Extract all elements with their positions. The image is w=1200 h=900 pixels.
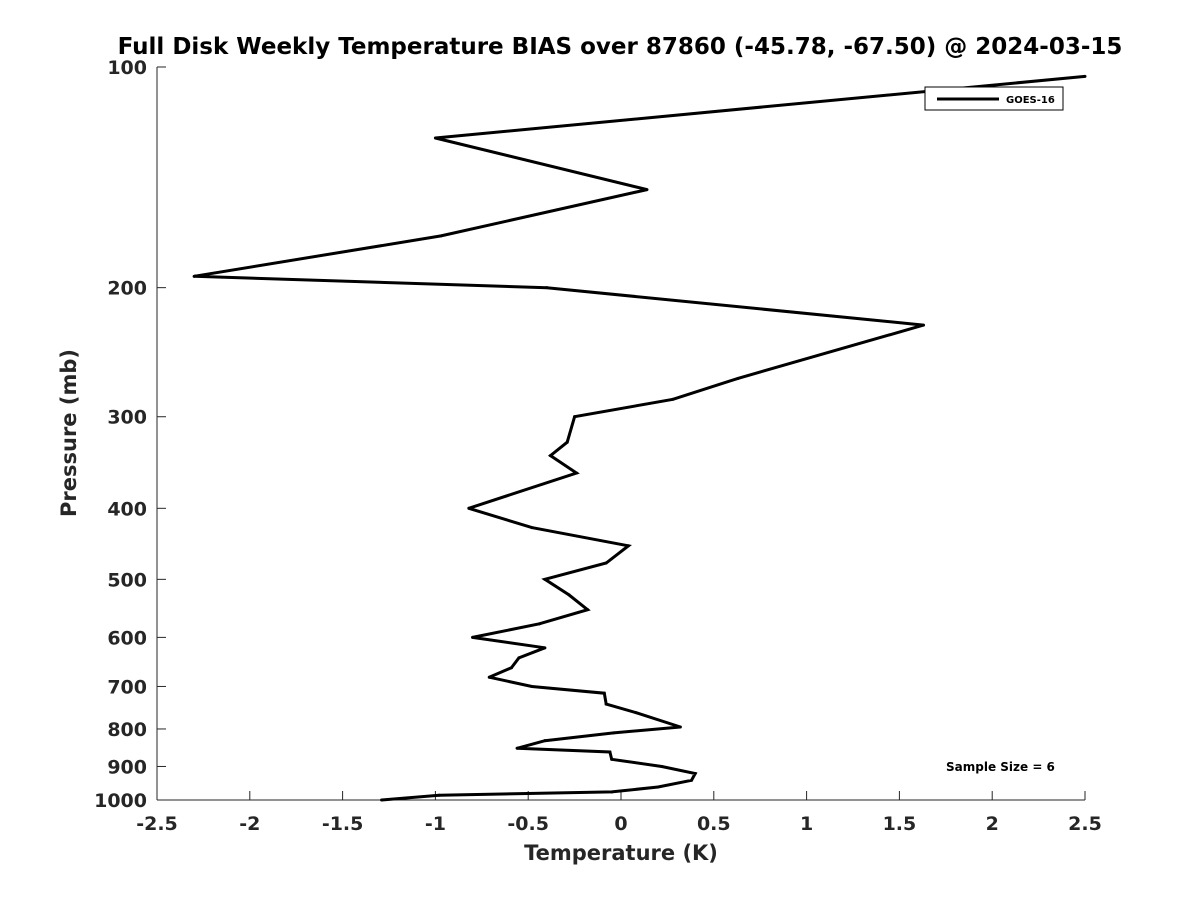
- series-layer: [192, 74, 1087, 802]
- data-point: [610, 757, 614, 761]
- data-point: [433, 136, 437, 140]
- x-tick-label: 1: [800, 813, 813, 835]
- x-tick-label: 2: [986, 813, 999, 835]
- data-point: [467, 506, 471, 510]
- data-point: [380, 798, 384, 802]
- legend: GOES-16: [924, 86, 1064, 111]
- x-tick-label: -0.5: [507, 813, 549, 835]
- x-tick-label: -2: [239, 813, 260, 835]
- data-point: [604, 561, 608, 565]
- data-point: [586, 608, 590, 612]
- y-tick-label: 200: [107, 278, 147, 300]
- data-point: [530, 684, 534, 688]
- data-point: [678, 725, 682, 729]
- y-tick-label: 300: [107, 407, 147, 429]
- data-point: [922, 323, 926, 327]
- y-tick-label: 600: [107, 627, 147, 649]
- data-point: [545, 286, 549, 290]
- data-point: [567, 593, 571, 597]
- data-point: [471, 635, 475, 639]
- x-tick-label: -1: [425, 813, 446, 835]
- data-point: [656, 785, 660, 789]
- y-axis-label: Pressure (mb): [57, 349, 81, 517]
- data-point: [660, 764, 664, 768]
- legend-label-goes-16: GOES-16: [1006, 95, 1055, 106]
- data-point: [543, 577, 547, 581]
- sample-size-annotation: Sample Size = 6: [946, 760, 1055, 774]
- data-point: [487, 675, 491, 679]
- x-tick-label: 0.5: [697, 813, 731, 835]
- data-point: [543, 739, 547, 743]
- data-point: [645, 188, 649, 192]
- data-point: [736, 376, 740, 380]
- y-tick-label: 400: [107, 498, 147, 520]
- x-ticks: -2.5 -2 -1.5 -1 -0.5 0 0.5 1 1.5 2 2.5: [136, 791, 1102, 835]
- data-point: [573, 415, 577, 419]
- x-tick-label: 0: [614, 813, 627, 835]
- data-point: [671, 397, 675, 401]
- data-point: [634, 711, 638, 715]
- data-point: [604, 702, 608, 706]
- data-point: [626, 544, 630, 548]
- x-tick-label: 2.5: [1068, 813, 1102, 835]
- x-tick-label: 1.5: [883, 813, 917, 835]
- data-point: [602, 691, 606, 695]
- data-point: [437, 793, 441, 797]
- x-tick-label: -1.5: [322, 813, 364, 835]
- data-point: [537, 622, 541, 626]
- data-point: [610, 790, 614, 794]
- y-tick-label: 1000: [94, 790, 147, 812]
- data-point: [515, 746, 519, 750]
- data-point: [612, 731, 616, 735]
- chart-title: Full Disk Weekly Temperature BIAS over 8…: [118, 34, 1123, 60]
- data-point: [517, 656, 521, 660]
- y-tick-label: 500: [107, 569, 147, 591]
- y-tick-label: 700: [107, 676, 147, 698]
- data-point: [693, 771, 697, 775]
- data-point: [530, 526, 534, 530]
- data-point: [574, 471, 578, 475]
- data-point: [509, 666, 513, 670]
- data-point: [608, 750, 612, 754]
- y-tick-label: 900: [107, 756, 147, 778]
- data-point: [565, 440, 569, 444]
- data-point: [1083, 74, 1087, 78]
- y-ticks: 100 200 300 400 500 600 700 800 900 1000: [94, 57, 166, 812]
- data-point: [548, 454, 552, 458]
- y-tick-label: 800: [107, 719, 147, 741]
- data-point: [690, 778, 694, 782]
- data-point: [192, 274, 196, 278]
- x-axis-label: Temperature (K): [524, 841, 718, 865]
- data-point: [439, 234, 443, 238]
- y-tick-label: 100: [107, 57, 147, 79]
- data-point: [543, 646, 547, 650]
- x-tick-label: -2.5: [136, 813, 178, 835]
